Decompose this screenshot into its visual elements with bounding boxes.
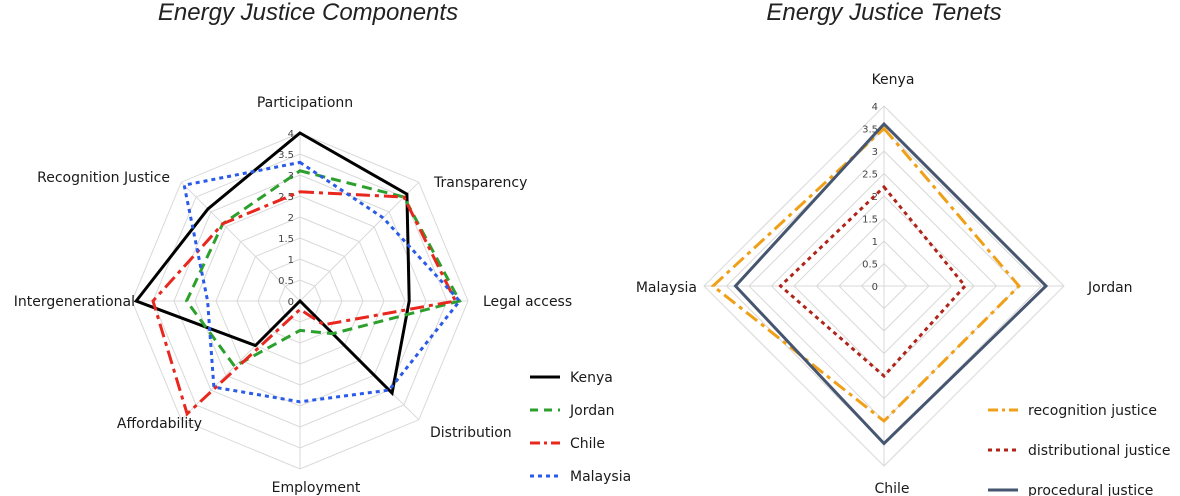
legend-label-jordan: Jordan (569, 403, 615, 419)
tick-label: 4 (288, 129, 294, 140)
legend-label-chile: Chile (570, 436, 605, 452)
series-recognition-justice (710, 126, 1022, 424)
axis-label-employment: Employment (272, 480, 361, 496)
axis-label-distribution: Distribution (430, 425, 512, 441)
tenets-series (710, 121, 1049, 446)
axis-label-kenya: Kenya (872, 72, 915, 88)
axis-label-participationn: Participationn (257, 95, 353, 111)
axis-label-chile: Chile (874, 481, 909, 496)
tick-label: 0.5 (862, 260, 878, 271)
components-radar-chart: Energy Justice Components 00.511.522.533… (14, 0, 631, 496)
components-tick-labels: 00.511.522.533.54 (278, 129, 294, 308)
tick-label: 2.5 (862, 170, 878, 181)
tick-label: 0.5 (278, 276, 294, 287)
tenets-axis-labels: Kenya Jordan Chile Malaysia (636, 72, 1133, 496)
tick-label: 2.5 (278, 192, 294, 203)
legend-label-procedural-justice: procedural justice (1028, 483, 1153, 496)
tick-label: 4 (872, 102, 878, 113)
tenets-tick-labels: 00.511.522.533.54 (862, 102, 878, 293)
legend-label-recognition-justice: recognition justice (1028, 403, 1157, 419)
series-chile (151, 190, 458, 417)
series-malaysia (182, 160, 462, 404)
series-kenya (133, 131, 411, 397)
tick-label: 1.5 (862, 215, 878, 226)
axis-label-legal-access: Legal access (483, 294, 572, 310)
components-axis-labels: Participationn Transparency Legal access Di… (14, 95, 572, 496)
tick-label: 1 (872, 237, 878, 248)
legend-label-distributional-justice: distributional justice (1028, 443, 1170, 459)
tick-label: 3 (872, 147, 878, 158)
tenets-radar-chart: Energy Justice Tenets 00.511.522.533.54 … (636, 0, 1171, 496)
axis-label-affordability: Affordability (117, 416, 202, 432)
tick-label: 3.5 (278, 150, 294, 161)
tenets-chart-title: Energy Justice Tenets (766, 0, 1001, 26)
axis-label-malaysia: Malaysia (636, 280, 697, 296)
axis-label-jordan: Jordan (1087, 280, 1133, 296)
tick-label: 0 (872, 282, 878, 293)
tenets-grid (703, 105, 1065, 467)
series-distributional-justice (778, 184, 967, 379)
series-procedural-justice (733, 121, 1049, 446)
legend-label-malaysia: Malaysia (570, 469, 631, 485)
tick-label: 1 (288, 255, 294, 266)
legend-label-kenya: Kenya (570, 370, 613, 386)
grid-spoke (180, 181, 301, 302)
tick-label: 2 (288, 213, 294, 224)
axis-label-recognition-justice: Recognition Justice (37, 170, 170, 186)
tick-label: 3.5 (862, 125, 878, 136)
components-legend: Kenya Jordan Chile Malaysia (530, 370, 631, 485)
tenets-legend: recognition justice distributional justic… (988, 403, 1170, 496)
axis-label-transparency: Transparency (433, 175, 527, 191)
tick-label: 1.5 (278, 234, 294, 245)
components-series (133, 131, 462, 417)
components-chart-title: Energy Justice Components (158, 0, 458, 26)
grid-spoke (299, 181, 420, 302)
tick-label: 0 (288, 297, 294, 308)
axis-label-intergenerational: Intergenerational (14, 294, 135, 310)
